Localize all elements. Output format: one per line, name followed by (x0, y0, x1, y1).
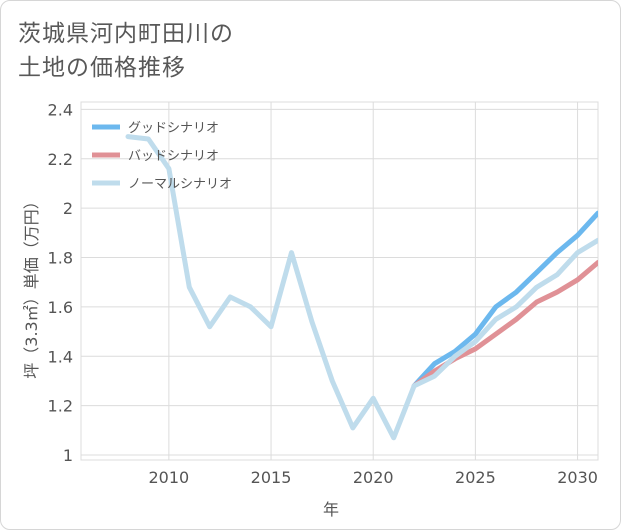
series-line-3 (125, 134, 598, 441)
y-tick-label: 2.2 (48, 150, 73, 169)
y-tick-label: 1 (63, 446, 73, 465)
title-line-2: 土地の価格推移 (18, 55, 186, 81)
x-tick-label: 2030 (557, 468, 598, 487)
y-axis-label: 坪（3.3㎡）単価（万円） (22, 193, 41, 378)
y-tick-label: 1.4 (48, 347, 73, 366)
plot-frame (80, 101, 599, 461)
legend-label: グッドシナリオ (128, 121, 219, 136)
y-tick-label: 2.4 (48, 100, 73, 119)
x-tick-label: 2025 (455, 468, 496, 487)
y-axis-ticks: 1 1.2 1.4 1.6 1.8 2 2.2 2.4 (48, 100, 73, 465)
legend-label: ノーマルシナリオ (128, 177, 232, 192)
x-tick-label: 2010 (149, 468, 190, 487)
y-tick-label: 1.6 (48, 298, 73, 317)
x-tick-label: 2020 (353, 468, 394, 487)
x-axis-label: 年 (323, 500, 339, 519)
legend-label: バッドシナリオ (128, 149, 219, 164)
y-tick-label: 1.8 (48, 249, 73, 268)
series-line-1 (411, 210, 598, 389)
x-axis-ticks: 2010 2015 2020 2025 2030 (149, 468, 598, 487)
title-line-1: 茨城県河内町田川の (18, 21, 234, 47)
y-tick-label: 2 (63, 199, 73, 218)
chart-title: 茨城県河内町田川の 土地の価格推移 (18, 17, 234, 85)
y-tick-label: 1.2 (48, 397, 73, 416)
series-lines (125, 134, 598, 441)
x-tick-label: 2015 (251, 468, 292, 487)
